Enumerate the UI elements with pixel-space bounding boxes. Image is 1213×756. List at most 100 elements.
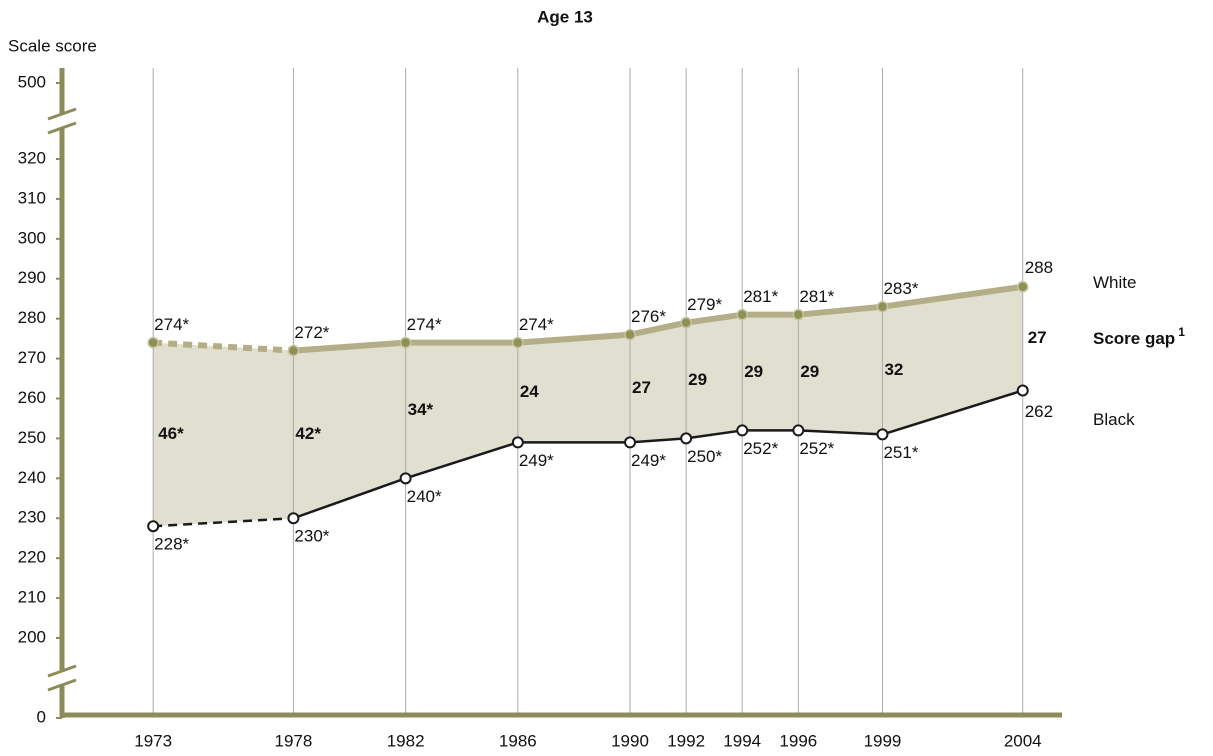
y-tick-label: 500 bbox=[18, 72, 46, 91]
gap-label: 46* bbox=[158, 424, 184, 443]
data-point bbox=[1016, 384, 1029, 397]
y-tick-label: 200 bbox=[18, 627, 46, 646]
x-tick-label: 1973 bbox=[134, 731, 172, 750]
data-label: 272* bbox=[294, 323, 329, 342]
x-tick-label: 1982 bbox=[387, 731, 425, 750]
legend-label: Black bbox=[1093, 410, 1135, 429]
gap-label: 27 bbox=[632, 378, 651, 397]
line-segment bbox=[152, 339, 294, 354]
y-tick-label: 230 bbox=[18, 508, 46, 527]
data-label: 249* bbox=[519, 451, 554, 470]
data-label: 281* bbox=[743, 287, 778, 306]
gap-label: 32 bbox=[884, 360, 903, 379]
y-tick-label: 280 bbox=[18, 308, 46, 327]
data-point bbox=[1016, 280, 1029, 293]
gap-label: 34* bbox=[408, 400, 434, 419]
data-point bbox=[399, 336, 412, 349]
data-point bbox=[736, 308, 748, 321]
line-segment bbox=[882, 283, 1024, 310]
gap-label: 29 bbox=[800, 362, 819, 381]
y-tick-label: 240 bbox=[18, 468, 46, 487]
axis-break-gap bbox=[54, 672, 70, 684]
data-label: 228* bbox=[154, 535, 189, 554]
y-axis-label: Scale score bbox=[8, 36, 97, 55]
data-label: 274* bbox=[519, 315, 554, 334]
line-segment bbox=[882, 389, 1024, 436]
data-label: 251* bbox=[883, 443, 918, 462]
data-point bbox=[147, 336, 159, 349]
data-label: 288 bbox=[1025, 258, 1053, 277]
gap-label: 27 bbox=[1028, 328, 1047, 347]
data-label: 252* bbox=[799, 439, 834, 458]
y-tick-label: 0 bbox=[37, 707, 46, 726]
line-segment bbox=[292, 477, 407, 520]
y-tick-label: 270 bbox=[18, 348, 46, 367]
line-segment bbox=[629, 319, 687, 338]
x-tick-label: 1994 bbox=[723, 731, 761, 750]
line-segment bbox=[798, 303, 883, 318]
x-tick-label: 1999 bbox=[864, 731, 902, 750]
line-segment bbox=[293, 339, 406, 354]
axis-break-mark bbox=[47, 121, 77, 135]
data-label: 240* bbox=[407, 487, 442, 506]
data-label: 274* bbox=[407, 315, 442, 334]
y-tick-label: 250 bbox=[18, 428, 46, 447]
gap-label: 42* bbox=[295, 424, 321, 443]
data-point bbox=[876, 428, 889, 441]
data-point bbox=[876, 300, 889, 313]
data-label: 252* bbox=[743, 439, 778, 458]
line-segment bbox=[153, 517, 294, 528]
line-segment bbox=[629, 437, 687, 444]
gap-label: 29 bbox=[744, 362, 763, 381]
data-point bbox=[287, 344, 300, 357]
data-point bbox=[680, 316, 692, 329]
chart-title: Age 13 bbox=[537, 7, 593, 26]
data-label: 281* bbox=[799, 287, 834, 306]
data-point bbox=[736, 424, 749, 437]
axis-break-mark bbox=[47, 678, 77, 692]
data-point bbox=[511, 436, 524, 449]
x-tick-label: 2004 bbox=[1004, 731, 1042, 750]
data-point bbox=[792, 424, 805, 437]
data-label: 262 bbox=[1025, 402, 1053, 421]
data-point bbox=[680, 432, 693, 445]
data-label: 249* bbox=[631, 451, 666, 470]
data-point bbox=[287, 512, 300, 525]
data-label: 274* bbox=[154, 315, 189, 334]
data-point bbox=[792, 308, 805, 321]
data-point bbox=[624, 328, 636, 341]
legend-label: Score gap 1 bbox=[1093, 325, 1185, 348]
line-segment bbox=[685, 429, 743, 440]
line-segment bbox=[405, 441, 519, 480]
axis-break-mark bbox=[47, 107, 77, 121]
data-label: 283* bbox=[883, 279, 918, 298]
y-tick-label: 300 bbox=[18, 228, 46, 247]
line-segment bbox=[798, 429, 883, 436]
x-tick-label: 1990 bbox=[611, 731, 649, 750]
legend-superscript: 1 bbox=[1178, 325, 1185, 339]
y-tick-label: 290 bbox=[18, 268, 46, 287]
data-point bbox=[512, 336, 524, 349]
y-tick-label: 320 bbox=[18, 148, 46, 167]
data-label: 276* bbox=[631, 307, 666, 326]
y-tick-label: 310 bbox=[18, 188, 46, 207]
axis-break-gap bbox=[54, 115, 70, 127]
line-segment bbox=[685, 311, 743, 326]
x-tick-label: 1978 bbox=[275, 731, 313, 750]
gap-area bbox=[153, 286, 1023, 527]
y-tick-label: 210 bbox=[18, 588, 46, 607]
data-label: 279* bbox=[687, 295, 722, 314]
data-label: 230* bbox=[294, 527, 329, 546]
gap-label: 29 bbox=[688, 370, 707, 389]
axis-break-mark bbox=[47, 664, 77, 678]
line-segment bbox=[517, 331, 631, 346]
data-point bbox=[147, 520, 160, 533]
gap-label: 24 bbox=[520, 382, 539, 401]
x-tick-label: 1996 bbox=[779, 731, 817, 750]
legend-gap-name: Score gap bbox=[1093, 329, 1175, 348]
data-point bbox=[399, 472, 412, 485]
y-tick-label: 260 bbox=[18, 388, 46, 407]
data-label: 250* bbox=[687, 447, 722, 466]
y-tick-label: 220 bbox=[18, 548, 46, 567]
